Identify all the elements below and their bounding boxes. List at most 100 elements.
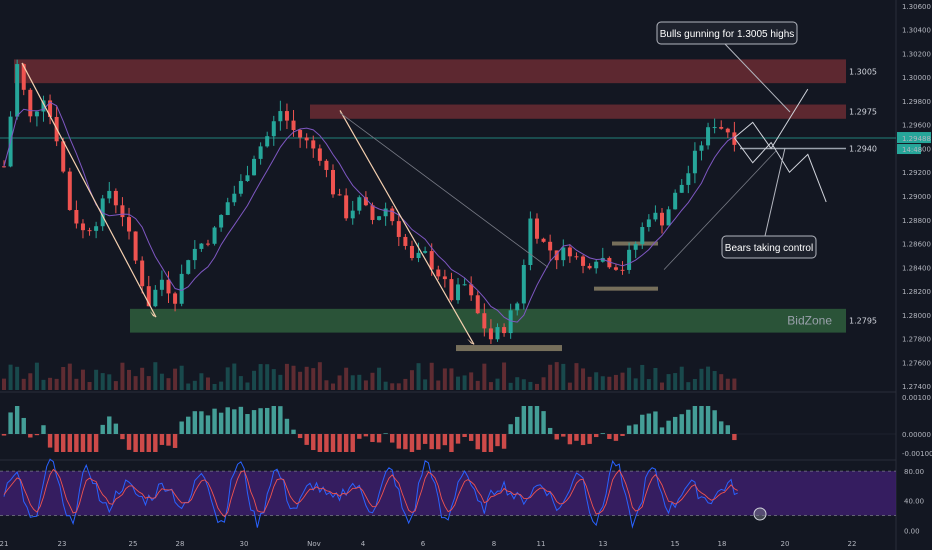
volume-bar bbox=[21, 378, 26, 390]
candle-body bbox=[2, 166, 6, 168]
volume-bar bbox=[692, 378, 697, 390]
volume-bar bbox=[2, 378, 6, 390]
volume-bar bbox=[646, 379, 651, 390]
volume-bar bbox=[284, 363, 289, 390]
candle-body bbox=[127, 217, 132, 232]
candle-body bbox=[113, 190, 118, 206]
candle-body bbox=[396, 221, 401, 237]
candle-body bbox=[475, 295, 480, 314]
volume-bar bbox=[436, 380, 441, 390]
candle-body bbox=[317, 148, 322, 161]
histogram-bar bbox=[74, 434, 79, 452]
histogram-bar bbox=[120, 434, 125, 440]
volume-bar bbox=[363, 380, 368, 390]
volume-bar bbox=[502, 362, 507, 390]
x-tick-label: 11 bbox=[537, 540, 546, 548]
volume-bar bbox=[67, 363, 72, 390]
volume-bar bbox=[370, 372, 375, 390]
histogram-bar bbox=[271, 406, 276, 434]
candle-body bbox=[423, 251, 428, 253]
histogram-bar bbox=[626, 425, 632, 434]
time-tag-bg bbox=[897, 144, 921, 155]
candle-body bbox=[502, 327, 507, 334]
volume-bar bbox=[627, 367, 632, 390]
bears-callout-text: Bears taking control bbox=[725, 243, 813, 254]
histogram-bar bbox=[567, 434, 573, 445]
candle-body bbox=[146, 286, 151, 307]
volume-bar bbox=[515, 377, 520, 390]
histogram-bar bbox=[311, 434, 316, 451]
volume-bar bbox=[324, 380, 329, 390]
volume-bar bbox=[456, 376, 461, 390]
volume-bar bbox=[666, 374, 671, 390]
volume-bar bbox=[225, 367, 230, 390]
histogram-bar bbox=[34, 434, 40, 436]
candle-body bbox=[456, 284, 461, 301]
histogram-bar bbox=[587, 434, 592, 444]
candle-body bbox=[449, 279, 454, 301]
candle-body bbox=[719, 127, 724, 129]
y-tick-label: 1.28800 bbox=[902, 217, 931, 225]
candle-body bbox=[370, 205, 375, 220]
candle-body bbox=[725, 128, 730, 133]
trendline-up bbox=[663, 150, 777, 270]
histogram-bar bbox=[61, 434, 66, 452]
volume-bar bbox=[574, 363, 579, 390]
y-tick-label: 1.27600 bbox=[902, 359, 931, 367]
y-tick-label: 1.28200 bbox=[902, 288, 931, 296]
histogram-bar bbox=[376, 434, 382, 443]
histogram-bar bbox=[501, 434, 507, 449]
histogram-bar bbox=[607, 434, 612, 439]
histogram-bar bbox=[265, 407, 270, 434]
candle-body bbox=[534, 218, 539, 239]
volume-bar bbox=[140, 367, 145, 390]
trendline-hidden bbox=[560, 178, 760, 202]
histogram-bar bbox=[291, 429, 296, 434]
candle-body bbox=[627, 249, 632, 270]
level-label-1-2795: 1.2795 bbox=[849, 317, 877, 326]
candle-body bbox=[298, 130, 303, 138]
candle-body bbox=[337, 194, 342, 196]
candle-body bbox=[541, 238, 546, 242]
histogram-bar bbox=[245, 414, 250, 434]
bid-zone-label: BidZone bbox=[787, 314, 832, 328]
volume-bar bbox=[679, 366, 684, 390]
histogram-bar bbox=[28, 434, 33, 438]
y-tick-label: 1.28400 bbox=[902, 264, 931, 272]
histogram-bar bbox=[67, 434, 72, 452]
histogram-bar bbox=[8, 412, 13, 434]
candle-body bbox=[462, 284, 467, 286]
histogram-bar bbox=[159, 434, 165, 445]
histogram-bar bbox=[508, 424, 513, 434]
histogram-bar bbox=[409, 434, 415, 452]
hist-y-tick-label: 0.00100 bbox=[902, 394, 931, 402]
candle-body bbox=[87, 230, 92, 232]
candle-body bbox=[377, 216, 382, 220]
histogram-bar bbox=[429, 434, 434, 450]
volume-bar bbox=[166, 378, 171, 390]
volume-bar bbox=[613, 374, 618, 390]
candle-body bbox=[646, 219, 651, 228]
candle-body bbox=[212, 227, 217, 244]
histogram-bar bbox=[712, 410, 717, 434]
volume-bar bbox=[153, 362, 158, 390]
candle-body bbox=[232, 193, 237, 203]
candle-body bbox=[666, 209, 671, 226]
histogram-bar bbox=[442, 434, 448, 446]
low-marker-box bbox=[456, 345, 562, 352]
volume-bar bbox=[561, 363, 566, 390]
bulls-callout-text: Bulls gunning for 1.3005 highs bbox=[660, 29, 795, 40]
histogram-bar bbox=[462, 434, 467, 438]
volume-bar bbox=[719, 374, 724, 390]
volume-bar bbox=[15, 366, 20, 390]
volume-bar bbox=[41, 379, 46, 390]
candle-body bbox=[581, 256, 586, 266]
histogram-bar bbox=[574, 434, 579, 441]
candle-body bbox=[166, 279, 171, 294]
candle-body bbox=[383, 208, 388, 217]
candle-body bbox=[265, 136, 270, 147]
volume-bar bbox=[541, 377, 546, 390]
y-tick-label: 1.29200 bbox=[902, 169, 931, 177]
histogram-bar bbox=[653, 411, 658, 434]
